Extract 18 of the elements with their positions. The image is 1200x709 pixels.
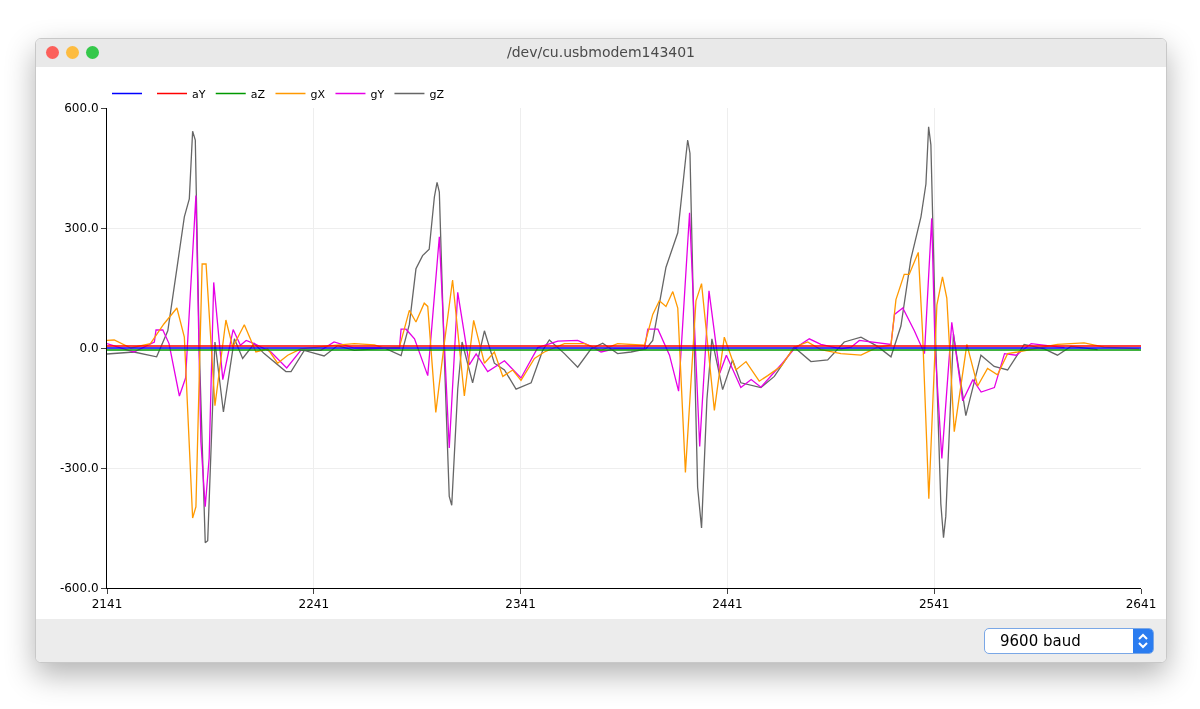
y-tick-label: 600.0	[64, 101, 99, 116]
x-tick-label: 2141	[91, 597, 123, 612]
legend-label: gY	[370, 87, 385, 101]
legend-label: aZ	[250, 87, 266, 101]
x-tick-label: 2541	[918, 597, 950, 612]
y-tick-label: -300.0	[59, 461, 99, 476]
legend-label: gZ	[429, 87, 445, 101]
text: 9600 baud	[1000, 631, 1081, 652]
y-tick-label: -600.0	[59, 581, 99, 596]
x-tick-label: 2341	[505, 597, 536, 612]
legend-label: gX	[310, 87, 326, 101]
legend-label: aY	[192, 87, 206, 101]
chart-title: /dev/cu.usbmodem143401	[505, 44, 697, 60]
x-tick-label: 2241	[298, 597, 330, 612]
x-tick-label: 2441	[712, 597, 743, 612]
y-tick-label: 0.0	[79, 341, 99, 356]
y-tick-label: 300.0	[64, 221, 99, 236]
x-tick-label: 2641	[1125, 597, 1157, 612]
